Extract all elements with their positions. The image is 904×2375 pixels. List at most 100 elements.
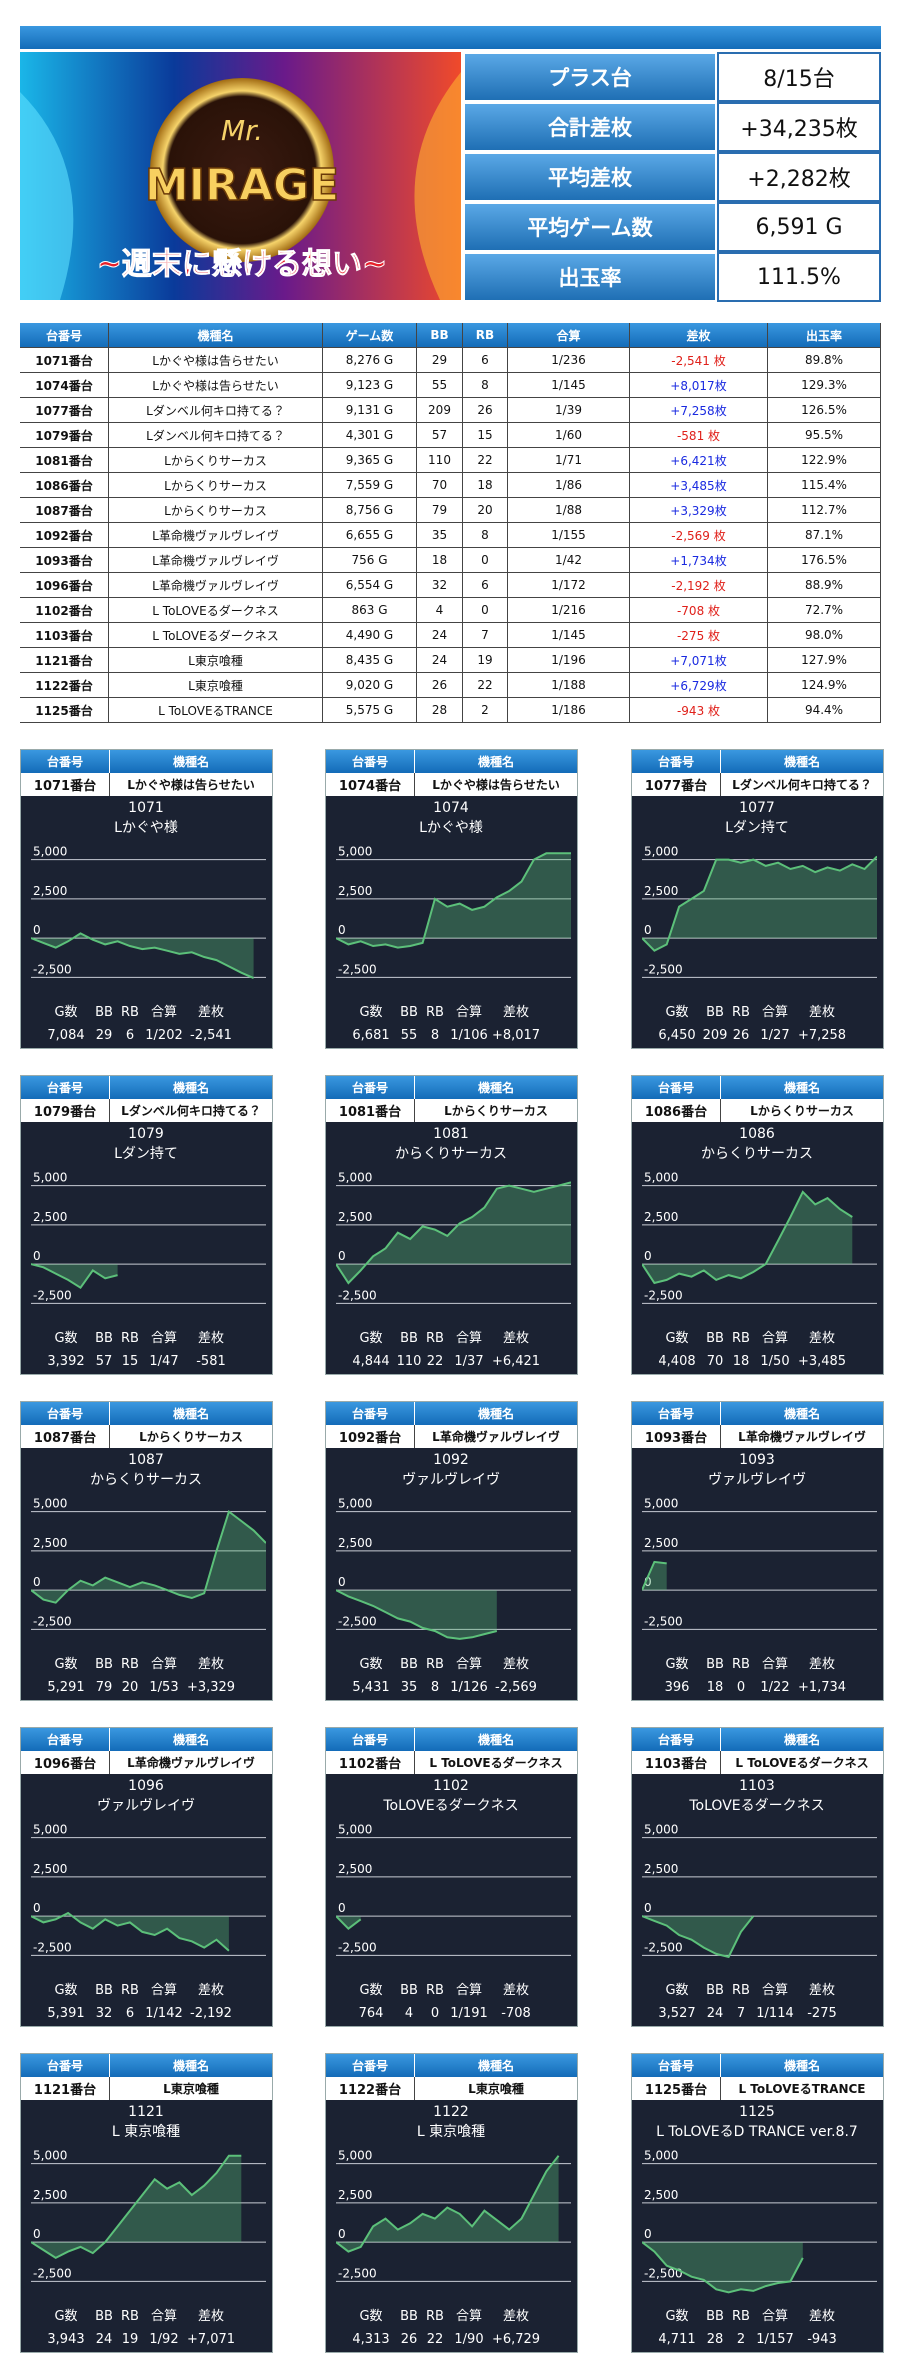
table-header: BB: [417, 323, 463, 348]
card-title: 1071: [128, 800, 164, 816]
stat-label: BB: [95, 1657, 113, 1672]
table-cell: 756 G: [323, 548, 417, 573]
table-cell: 1103番台: [20, 623, 109, 648]
table-cell: 2: [463, 698, 508, 723]
card: 台番号 機種名 1086番台 Lからくりサーカス 1086 からくりサーカス -2,500 0…: [631, 1075, 884, 1375]
line: [336, 1589, 498, 1640]
card-machine: L革命機ヴァルヴレイヴ: [110, 1751, 272, 1774]
stat-label: G数: [359, 1657, 382, 1672]
table-cell: 1/145: [508, 623, 630, 648]
table-cell: 18: [463, 473, 508, 498]
table-cell: Lダンベル何キロ持てる？: [109, 398, 323, 423]
card-header: 機種名: [415, 750, 577, 773]
card-number: 1092番台: [326, 1425, 415, 1448]
line: [31, 2154, 242, 2260]
stat-label: G数: [359, 1983, 382, 1998]
table-cell: 0: [463, 598, 508, 623]
card-subtitle: からくりサーカス: [90, 1472, 202, 1488]
line: [31, 1911, 230, 1952]
y-tick-label: 5,000: [338, 1497, 372, 1511]
y-tick-label: 5,000: [33, 1171, 67, 1185]
stat-value: 18: [733, 1354, 750, 1369]
card-subtitle: ToLOVEるダークネス: [688, 1798, 824, 1814]
stat-label: 合算: [762, 1657, 788, 1672]
card-header: 台番号: [326, 1402, 415, 1425]
stat-label: 差枚: [503, 1657, 529, 1672]
card-number: 1071番台: [21, 773, 110, 796]
stat-label: RB: [121, 1005, 139, 1020]
card-chart: 1087 からくりサーカス -2,500 0 2,500 5,000 G数 5,291 BB 79…: [31, 1452, 266, 1695]
stat-value: 1/142: [145, 2006, 182, 2021]
y-tick-label: 2,500: [33, 1536, 67, 1550]
table-cell: -2,541 枚: [630, 348, 768, 373]
card-machine: L東京喰種: [415, 2077, 577, 2100]
table-cell: L革命機ヴァルヴレイヴ: [109, 573, 323, 598]
stat-value: +3,329: [187, 1680, 235, 1695]
stat-value: 24: [707, 2006, 724, 2021]
table-cell: 1/236: [508, 348, 630, 373]
card: 台番号 機種名 1125番台 L ToLOVEるTRANCE 1125 L ToLOVEる…: [631, 2053, 884, 2353]
table-cell: Lからくりサーカス: [109, 448, 323, 473]
stat-value: 26: [733, 1028, 750, 1043]
card-header: 台番号: [326, 750, 415, 773]
card-header: 台番号: [632, 750, 721, 773]
y-tick-label: -2,500: [644, 1940, 683, 1954]
area: [336, 1182, 571, 1283]
top-bar: [20, 26, 881, 49]
stat-value: 5,291: [47, 1680, 84, 1695]
y-tick-label: -2,500: [338, 962, 377, 976]
card-number: 1093番台: [632, 1425, 721, 1448]
card-title: 1074: [433, 800, 469, 816]
card-header: 機種名: [415, 1402, 577, 1425]
stat-label: 合算: [456, 1005, 482, 1020]
table-cell: 1096番台: [20, 573, 109, 598]
y-tick-label: 5,000: [644, 1823, 678, 1837]
card-header: 機種名: [110, 750, 272, 773]
stat-label: 合算: [456, 1657, 482, 1672]
stat-label: 差枚: [198, 1983, 224, 1998]
table-cell: 6,655 G: [323, 523, 417, 548]
card-number: 1122番台: [326, 2077, 415, 2100]
table-header: 差枚: [630, 323, 768, 348]
table-cell: 32: [417, 573, 463, 598]
stat-label: 合算: [762, 1983, 788, 1998]
table-cell: 1092番台: [20, 523, 109, 548]
table-cell: +6,421枚: [630, 448, 768, 473]
stat-label: G数: [665, 1331, 688, 1346]
line: [31, 932, 255, 980]
table-cell: +3,329枚: [630, 498, 768, 523]
card-subtitle: ToLOVEるダークネス: [382, 1798, 518, 1814]
stat-value: 55: [401, 1028, 418, 1043]
line: [642, 1190, 853, 1285]
stat-label: 合算: [456, 2309, 482, 2324]
card-header: 機種名: [110, 2054, 272, 2077]
card-chart: 1122 L 東京喰種 -2,500 0 2,500 5,000 G数 4,313 BB 26 RB…: [336, 2104, 571, 2347]
table-cell: 9,365 G: [323, 448, 417, 473]
stat-label: RB: [732, 1983, 750, 1998]
card: 台番号 機種名 1071番台 Lかぐや様は告らせたい 1071 Lかぐや様 -2,500 0 2…: [20, 749, 273, 1049]
card-number: 1096番台: [21, 1751, 110, 1774]
banner: Mr. MIRAGE ~週末に懸ける想い~: [20, 52, 461, 300]
card-chart: 1079 Lダン持て -2,500 0 2,500 5,000 G数 3,392 BB 57 RB 1…: [31, 1126, 266, 1369]
card-subtitle: Lダン持て: [725, 820, 789, 836]
y-tick-label: -2,500: [338, 1614, 377, 1628]
stat-label: 差枚: [809, 1983, 835, 1998]
stat-value: -2,541: [190, 1028, 232, 1043]
stat-label: G数: [54, 1657, 77, 1672]
stat-value: 20: [122, 1680, 139, 1695]
stat-value: -275: [807, 2006, 837, 2021]
card-machine: L ToLOVEるダークネス: [721, 1751, 883, 1774]
table-cell: 1081番台: [20, 448, 109, 473]
stat-value: 5,391: [47, 2006, 84, 2021]
y-tick-label: 5,000: [33, 1497, 67, 1511]
area: [336, 1590, 497, 1639]
table-header: 出玉率: [768, 323, 881, 348]
card: 台番号 機種名 1074番台 Lかぐや様は告らせたい 1074 Lかぐや様 -2,500 0 2…: [325, 749, 578, 1049]
y-tick-label: 5,000: [33, 845, 67, 859]
stat-label: RB: [732, 2309, 750, 2324]
table-header: 機種名: [109, 323, 323, 348]
y-tick-label: 2,500: [644, 1862, 678, 1876]
area: [31, 933, 254, 979]
summary-label: 合計差枚: [463, 102, 717, 152]
table-cell: 1/71: [508, 448, 630, 473]
